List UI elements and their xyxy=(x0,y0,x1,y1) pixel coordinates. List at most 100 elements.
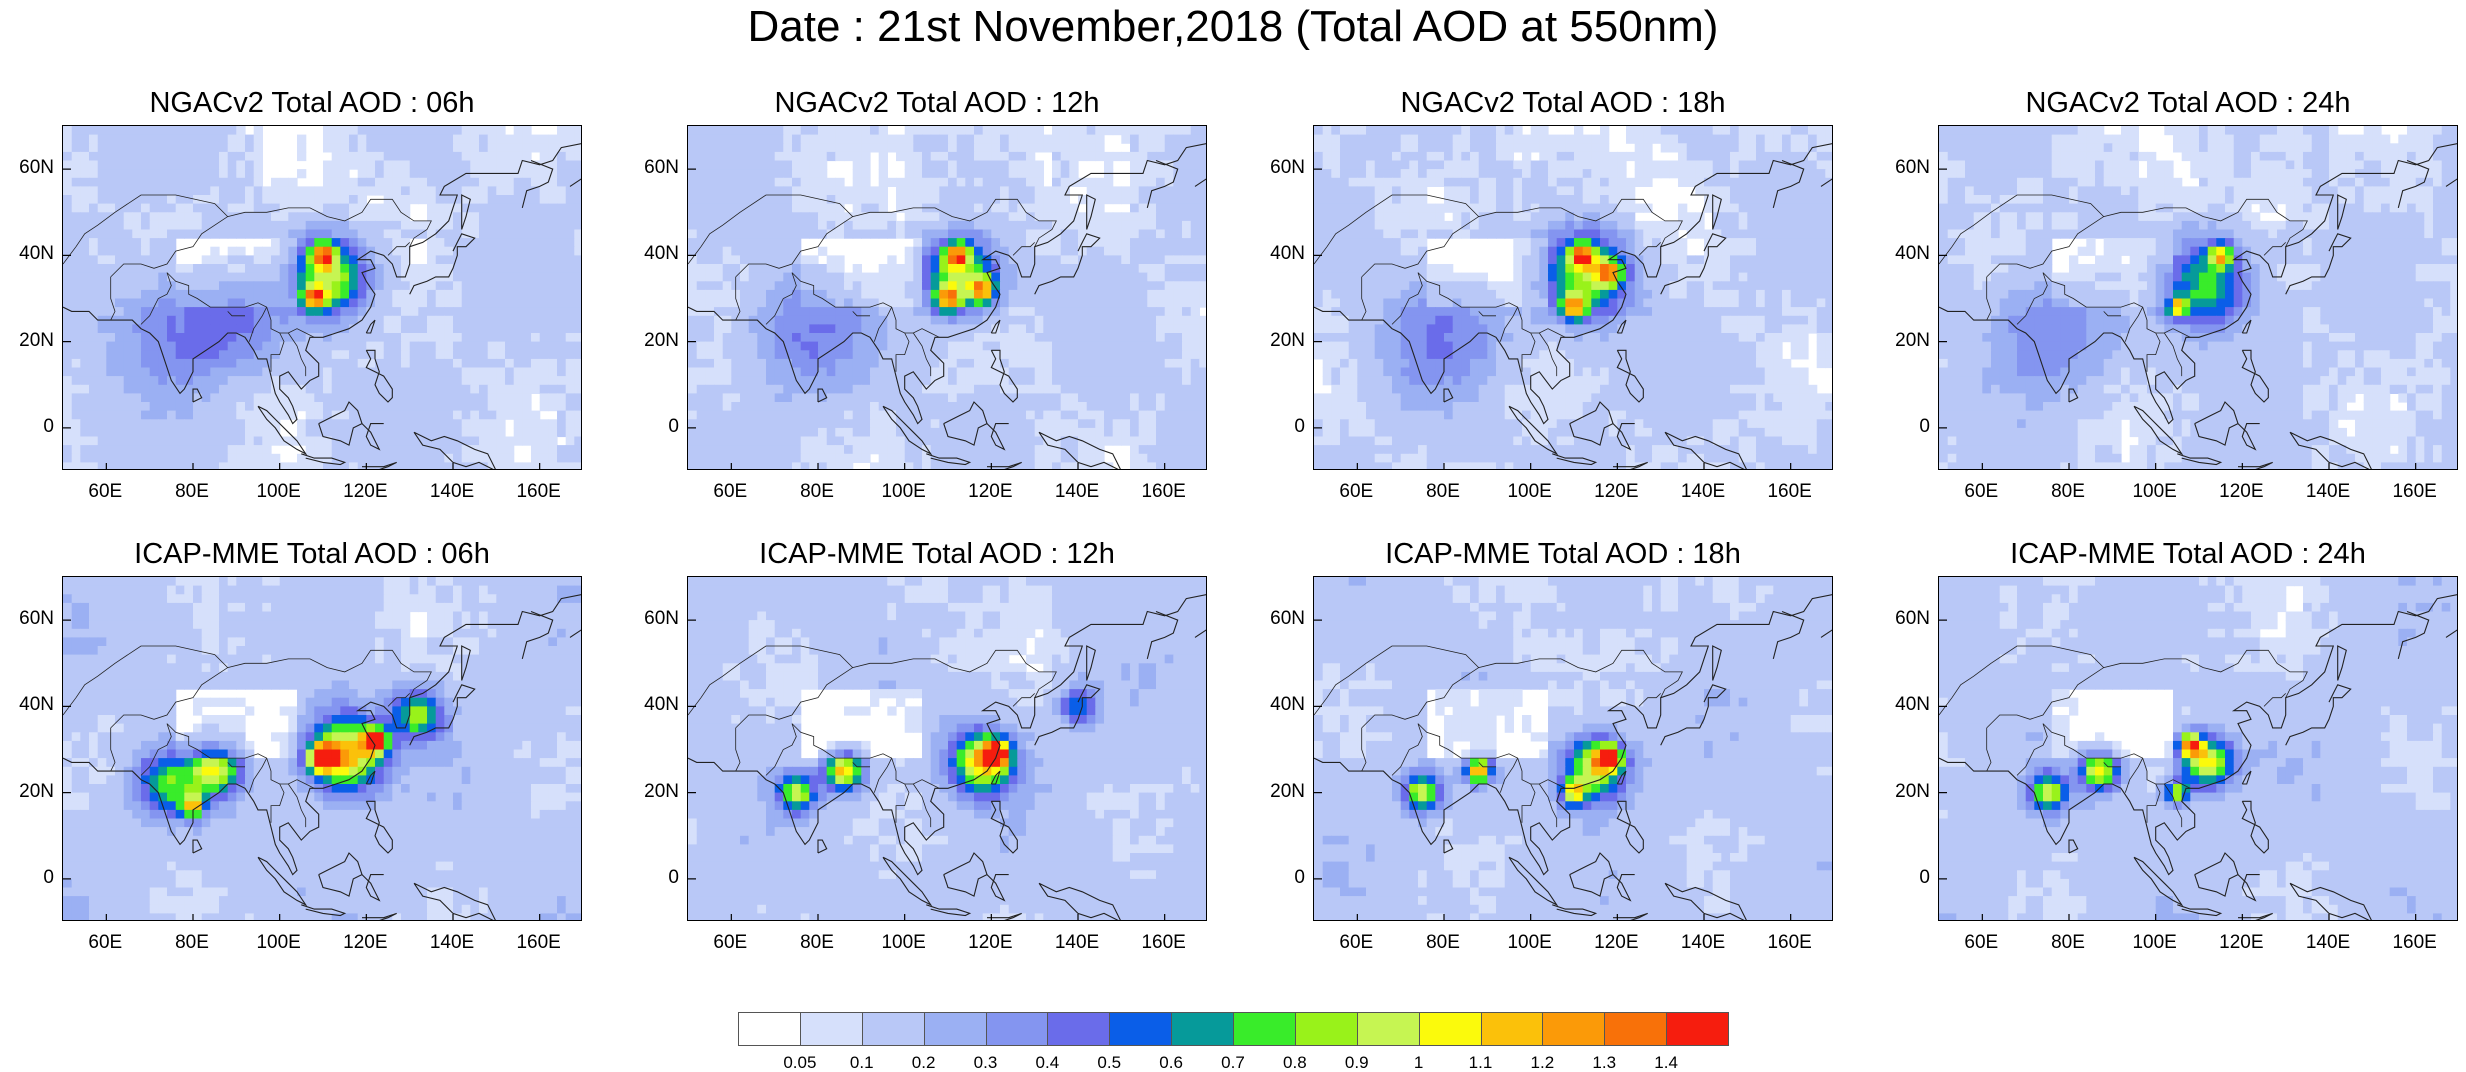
aod-cell xyxy=(479,411,488,420)
aod-cell xyxy=(905,385,914,394)
aod-cell xyxy=(332,307,341,316)
aod-cell xyxy=(375,135,384,144)
aod-cell xyxy=(1035,454,1044,463)
aod-cell xyxy=(210,359,219,368)
aod-cell xyxy=(288,350,297,359)
aod-cell xyxy=(983,385,992,394)
aod-cell xyxy=(1165,419,1174,428)
aod-cell xyxy=(835,299,844,308)
aod-cell xyxy=(89,238,98,247)
aod-cell xyxy=(974,186,983,195)
aod-cell xyxy=(783,273,792,282)
aod-cell xyxy=(1156,307,1165,316)
aod-cell xyxy=(870,230,879,239)
aod-cell xyxy=(1173,255,1182,264)
aod-cell xyxy=(1191,135,1200,144)
aod-cell xyxy=(1095,281,1104,290)
aod-cell xyxy=(1539,143,1548,152)
aod-cell xyxy=(870,204,879,213)
aod-cell xyxy=(332,186,341,195)
aod-cell xyxy=(766,152,775,161)
aod-cell xyxy=(896,135,905,144)
aod-cell xyxy=(1095,393,1104,402)
aod-cell xyxy=(835,462,844,470)
aod-cell xyxy=(1825,126,1833,135)
aod-cell xyxy=(740,419,749,428)
aod-cell xyxy=(548,428,557,437)
aod-cell xyxy=(835,143,844,152)
aod-cell xyxy=(688,324,697,333)
aod-cell xyxy=(124,307,133,316)
aod-cell xyxy=(1139,135,1148,144)
aod-cell xyxy=(1182,273,1191,282)
aod-cell xyxy=(870,402,879,411)
aod-cell xyxy=(818,462,827,470)
aod-cell xyxy=(688,342,697,351)
aod-cell xyxy=(1000,230,1009,239)
aod-cell xyxy=(1104,333,1113,342)
aod-cell xyxy=(1043,324,1052,333)
aod-cell xyxy=(479,264,488,273)
aod-cell xyxy=(280,247,289,256)
aod-cell xyxy=(1087,307,1096,316)
aod-cell xyxy=(697,299,706,308)
aod-cell xyxy=(470,212,479,221)
aod-cell xyxy=(723,307,732,316)
aod-cell xyxy=(297,212,306,221)
aod-cell xyxy=(349,161,358,170)
aod-cell xyxy=(262,195,271,204)
aod-cell xyxy=(548,273,557,282)
aod-cell xyxy=(392,152,401,161)
aod-cell xyxy=(254,143,263,152)
aod-cell xyxy=(688,212,697,221)
aod-cell xyxy=(913,126,922,135)
aod-cell xyxy=(974,376,983,385)
aod-cell xyxy=(957,152,966,161)
aod-cell xyxy=(1026,376,1035,385)
aod-cell xyxy=(314,445,323,454)
aod-cell xyxy=(384,299,393,308)
aod-cell xyxy=(1104,419,1113,428)
aod-cell xyxy=(974,342,983,351)
aod-cell xyxy=(1331,126,1340,135)
aod-cell xyxy=(340,419,349,428)
aod-cell xyxy=(1069,333,1078,342)
aod-cell xyxy=(167,393,176,402)
aod-cell xyxy=(723,221,732,230)
aod-cell xyxy=(1139,376,1148,385)
aod-cell xyxy=(418,393,427,402)
aod-cell xyxy=(358,299,367,308)
aod-cell xyxy=(1392,143,1401,152)
aod-cell xyxy=(1026,445,1035,454)
aod-cell xyxy=(89,230,98,239)
aod-cell xyxy=(505,393,514,402)
aod-cell xyxy=(1121,152,1130,161)
aod-cell xyxy=(72,462,81,470)
aod-cell xyxy=(522,428,531,437)
aod-cell xyxy=(245,281,254,290)
aod-cell xyxy=(1061,342,1070,351)
aod-cell xyxy=(540,307,549,316)
aod-cell xyxy=(913,169,922,178)
aod-cell xyxy=(1078,419,1087,428)
aod-cell xyxy=(931,264,940,273)
aod-cell xyxy=(306,462,315,470)
aod-cell xyxy=(349,359,358,368)
aod-cell xyxy=(566,376,575,385)
aod-cell xyxy=(870,411,879,420)
aod-cell xyxy=(1130,462,1139,470)
aod-cell xyxy=(1461,135,1470,144)
aod-cell xyxy=(991,135,1000,144)
aod-cell xyxy=(358,393,367,402)
aod-cell xyxy=(72,359,81,368)
aod-cell xyxy=(332,161,341,170)
aod-cell xyxy=(574,393,582,402)
aod-cell xyxy=(1035,230,1044,239)
aod-cell xyxy=(1173,419,1182,428)
aod-cell xyxy=(132,247,141,256)
aod-cell xyxy=(827,212,836,221)
aod-cell xyxy=(1505,143,1514,152)
aod-cell xyxy=(514,204,523,213)
aod-cell xyxy=(392,385,401,394)
aod-cell xyxy=(410,152,419,161)
